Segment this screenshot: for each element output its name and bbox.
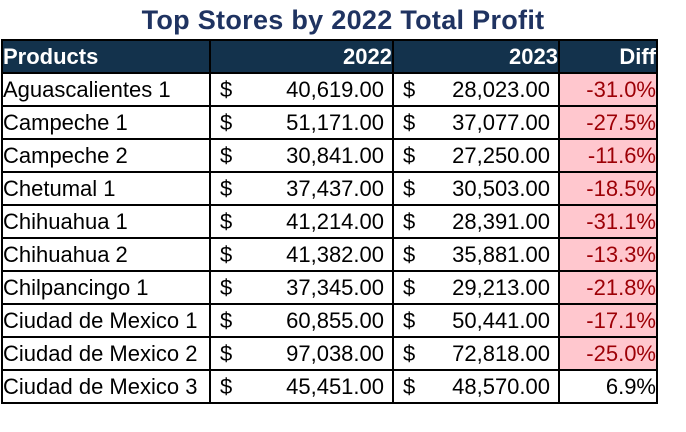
diff-cell[interactable]: 6.9% (558, 369, 658, 404)
amount-value: 50,441.00 (452, 308, 550, 333)
diff-cell[interactable]: -17.1% (558, 303, 658, 338)
currency-symbol: $ (403, 176, 416, 201)
table-row: Ciudad de Mexico 3 $45,451.00 $48,570.00 6.… (1, 369, 658, 404)
profit-2022-cell[interactable]: $41,382.00 (209, 237, 394, 272)
diff-cell[interactable]: -31.0% (558, 72, 658, 107)
currency-symbol: $ (403, 209, 416, 234)
amount-value: 37,077.00 (452, 110, 550, 135)
currency-symbol: $ (220, 77, 233, 102)
profit-2023-cell[interactable]: $28,391.00 (392, 204, 560, 239)
profit-2023-cell[interactable]: $48,570.00 (392, 369, 560, 404)
profit-2023-cell[interactable]: $35,881.00 (392, 237, 560, 272)
amount-value: 60,855.00 (286, 308, 384, 333)
profit-2022-cell[interactable]: $60,855.00 (209, 303, 394, 338)
store-name-cell[interactable]: Chetumal 1 (1, 171, 211, 206)
store-name-cell[interactable]: Ciudad de Mexico 2 (1, 336, 211, 371)
store-name-cell[interactable]: Ciudad de Mexico 1 (1, 303, 211, 338)
profit-table: Products 2022 2023 Diff Aguascalientes 1… (1, 39, 658, 404)
currency-symbol: $ (220, 242, 233, 267)
profit-2022-cell[interactable]: $97,038.00 (209, 336, 394, 371)
amount-value: 28,023.00 (452, 77, 550, 102)
currency-symbol: $ (220, 209, 233, 234)
currency-symbol: $ (220, 143, 233, 168)
table-row: Chihuahua 2 $41,382.00 $35,881.00 -13.3% (1, 237, 658, 272)
store-name-cell[interactable]: Campeche 2 (1, 138, 211, 173)
table-row: Aguascalientes 1 $40,619.00 $28,023.00 -31.… (1, 72, 658, 107)
currency-symbol: $ (403, 308, 416, 333)
profit-2023-cell[interactable]: $28,023.00 (392, 72, 560, 107)
store-name-cell[interactable]: Chihuahua 2 (1, 237, 211, 272)
amount-value: 45,451.00 (286, 374, 384, 399)
amount-value: 51,171.00 (286, 110, 384, 135)
currency-symbol: $ (220, 275, 233, 300)
diff-cell[interactable]: -18.5% (558, 171, 658, 206)
diff-cell[interactable]: -13.3% (558, 237, 658, 272)
table-row: Ciudad de Mexico 1 $60,855.00 $50,441.00 -1… (1, 303, 658, 338)
profit-2022-cell[interactable]: $45,451.00 (209, 369, 394, 404)
currency-symbol: $ (403, 275, 416, 300)
currency-symbol: $ (403, 143, 416, 168)
profit-2022-cell[interactable]: $41,214.00 (209, 204, 394, 239)
currency-symbol: $ (220, 176, 233, 201)
currency-symbol: $ (220, 110, 233, 135)
profit-2023-cell[interactable]: $27,250.00 (392, 138, 560, 173)
store-name-cell[interactable]: Ciudad de Mexico 3 (1, 369, 211, 404)
store-name-cell[interactable]: Aguascalientes 1 (1, 72, 211, 107)
column-header-2023[interactable]: 2023 (392, 39, 560, 74)
table-row: Campeche 1 $51,171.00 $37,077.00 -27.5% (1, 105, 658, 140)
currency-symbol: $ (403, 374, 416, 399)
diff-cell[interactable]: -11.6% (558, 138, 658, 173)
column-header-2022[interactable]: 2022 (209, 39, 394, 74)
amount-value: 37,345.00 (286, 275, 384, 300)
profit-2022-cell[interactable]: $37,437.00 (209, 171, 394, 206)
currency-symbol: $ (403, 341, 416, 366)
amount-value: 41,214.00 (286, 209, 384, 234)
column-header-products[interactable]: Products (1, 39, 211, 74)
amount-value: 35,881.00 (452, 242, 550, 267)
diff-cell[interactable]: -31.1% (558, 204, 658, 239)
currency-symbol: $ (403, 242, 416, 267)
diff-cell[interactable]: -27.5% (558, 105, 658, 140)
table-body: Aguascalientes 1 $40,619.00 $28,023.00 -31.… (1, 72, 658, 404)
profit-2023-cell[interactable]: $29,213.00 (392, 270, 560, 305)
diff-cell[interactable]: -25.0% (558, 336, 658, 371)
profit-2023-cell[interactable]: $50,441.00 (392, 303, 560, 338)
currency-symbol: $ (220, 374, 233, 399)
header-row: Products 2022 2023 Diff (1, 39, 658, 74)
amount-value: 27,250.00 (452, 143, 550, 168)
amount-value: 29,213.00 (452, 275, 550, 300)
amount-value: 72,818.00 (452, 341, 550, 366)
amount-value: 48,570.00 (452, 374, 550, 399)
profit-2022-cell[interactable]: $37,345.00 (209, 270, 394, 305)
table-row: Ciudad de Mexico 2 $97,038.00 $72,818.00 -2… (1, 336, 658, 371)
table-header: Products 2022 2023 Diff (1, 39, 658, 74)
store-name-cell[interactable]: Chilpancingo 1 (1, 270, 211, 305)
amount-value: 41,382.00 (286, 242, 384, 267)
amount-value: 30,503.00 (452, 176, 550, 201)
amount-value: 40,619.00 (286, 77, 384, 102)
currency-symbol: $ (403, 77, 416, 102)
currency-symbol: $ (220, 341, 233, 366)
store-name-cell[interactable]: Campeche 1 (1, 105, 211, 140)
amount-value: 28,391.00 (452, 209, 550, 234)
report-title: Top Stores by 2022 Total Profit (141, 5, 545, 35)
profit-2023-cell[interactable]: $37,077.00 (392, 105, 560, 140)
amount-value: 37,437.00 (286, 176, 384, 201)
store-name-cell[interactable]: Chihuahua 1 (1, 204, 211, 239)
table-row: Chihuahua 1 $41,214.00 $28,391.00 -31.1% (1, 204, 658, 239)
profit-2022-cell[interactable]: $51,171.00 (209, 105, 394, 140)
profit-2022-cell[interactable]: $40,619.00 (209, 72, 394, 107)
profit-2023-cell[interactable]: $30,503.00 (392, 171, 560, 206)
profit-2023-cell[interactable]: $72,818.00 (392, 336, 560, 371)
profit-2022-cell[interactable]: $30,841.00 (209, 138, 394, 173)
diff-cell[interactable]: -21.8% (558, 270, 658, 305)
amount-value: 30,841.00 (286, 143, 384, 168)
currency-symbol: $ (403, 110, 416, 135)
amount-value: 97,038.00 (286, 341, 384, 366)
column-header-diff[interactable]: Diff (558, 39, 658, 74)
table-row: Chetumal 1 $37,437.00 $30,503.00 -18.5% (1, 171, 658, 206)
table-row: Chilpancingo 1 $37,345.00 $29,213.00 -21.8% (1, 270, 658, 305)
table-row: Campeche 2 $30,841.00 $27,250.00 -11.6% (1, 138, 658, 173)
currency-symbol: $ (220, 308, 233, 333)
